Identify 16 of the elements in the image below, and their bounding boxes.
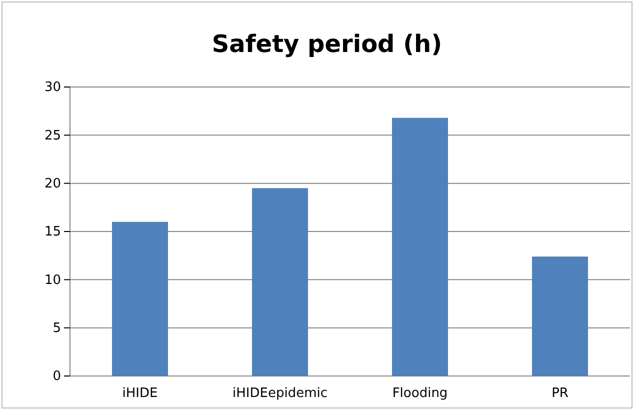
y-tick-label: 30 <box>44 80 61 96</box>
x-tick-label: iHIDE <box>122 386 158 402</box>
y-tick-label: 10 <box>44 272 61 288</box>
bar <box>112 222 168 376</box>
bar <box>532 256 588 376</box>
x-tick-label: PR <box>552 386 568 402</box>
x-tick-label: iHIDEepidemic <box>232 386 328 402</box>
y-tick-label: 20 <box>44 176 61 192</box>
chart-title: Safety period (h) <box>212 30 442 58</box>
bar <box>252 188 308 376</box>
x-tick-label: Flooding <box>392 386 448 402</box>
y-tick-label: 25 <box>44 128 61 144</box>
y-tick-label: 15 <box>44 224 61 240</box>
y-tick-label: 5 <box>52 320 61 336</box>
bar <box>392 118 448 376</box>
y-tick-label: 0 <box>52 369 61 384</box>
